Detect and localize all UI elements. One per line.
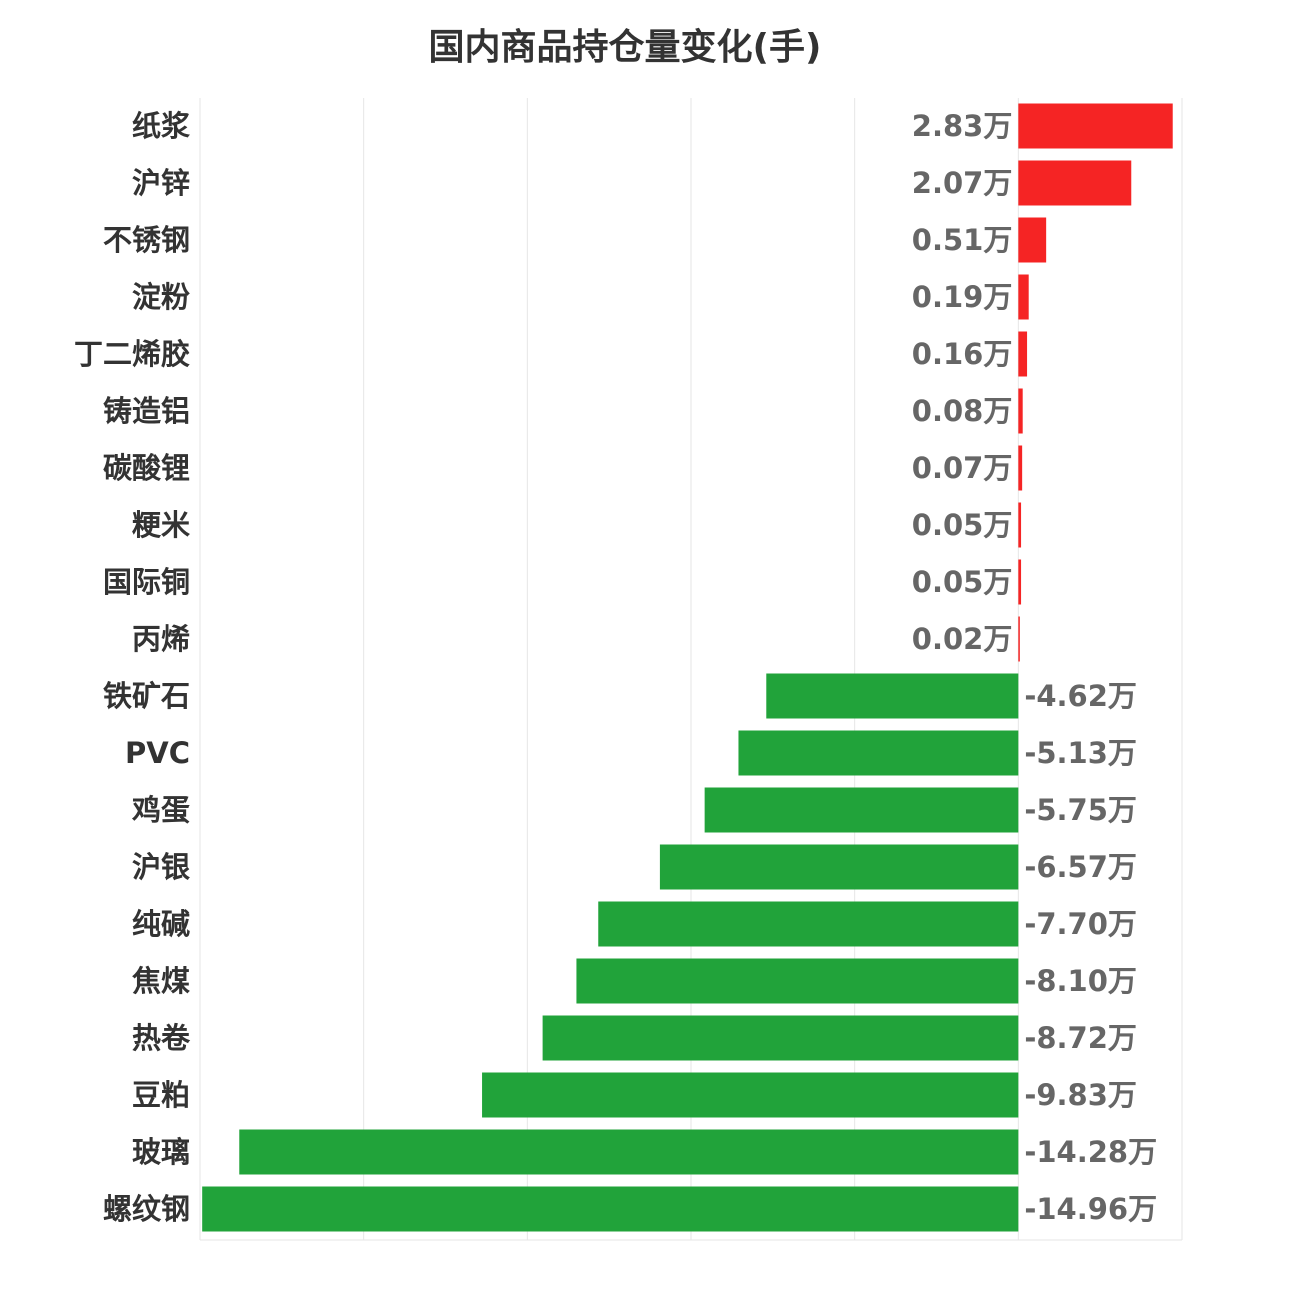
category-label: 碳酸锂 xyxy=(103,451,190,485)
category-label: 铁矿石 xyxy=(103,679,190,713)
data-label: -6.57万 xyxy=(1024,850,1137,884)
bar xyxy=(1018,616,1020,662)
data-label: 0.07万 xyxy=(912,451,1013,485)
bar xyxy=(542,1015,1019,1061)
data-label: -8.72万 xyxy=(1024,1021,1137,1055)
category-label: 不锈钢 xyxy=(103,223,190,257)
category-label: 淀粉 xyxy=(132,280,190,314)
data-label: 0.19万 xyxy=(912,280,1013,314)
category-label: 沪银 xyxy=(132,850,190,884)
data-label: -9.83万 xyxy=(1024,1078,1137,1112)
data-label: -14.96万 xyxy=(1024,1192,1157,1226)
category-label: 螺纹钢 xyxy=(103,1192,190,1226)
bar xyxy=(1018,388,1023,434)
data-label: 2.83万 xyxy=(912,109,1013,143)
data-label: 0.02万 xyxy=(912,622,1013,656)
data-label: -4.62万 xyxy=(1024,679,1137,713)
category-label: 玻璃 xyxy=(132,1135,190,1169)
bar xyxy=(598,901,1019,947)
bar xyxy=(239,1129,1019,1175)
chart-title: 国内商品持仓量变化(手) xyxy=(428,27,822,68)
category-label: 沪锌 xyxy=(132,166,190,200)
data-label: -8.10万 xyxy=(1024,964,1137,998)
bar xyxy=(766,673,1019,719)
category-label: 焦煤 xyxy=(132,964,190,998)
bar xyxy=(659,844,1019,890)
data-label: -7.70万 xyxy=(1024,907,1137,941)
category-label: 丙烯 xyxy=(132,622,190,656)
bar xyxy=(1018,559,1022,605)
category-label: 纯碱 xyxy=(132,907,190,941)
data-label: -5.75万 xyxy=(1024,793,1137,827)
category-label: 国际铜 xyxy=(103,565,190,599)
data-label: -14.28万 xyxy=(1024,1135,1157,1169)
data-label: 0.16万 xyxy=(912,337,1013,371)
category-label: 铸造铝 xyxy=(103,394,190,428)
category-label: 丁二烯胶 xyxy=(74,337,190,371)
data-label: 0.05万 xyxy=(912,508,1013,542)
category-label: 粳米 xyxy=(132,508,190,542)
category-label: PVC xyxy=(125,736,190,770)
bar xyxy=(576,958,1019,1004)
bar xyxy=(482,1072,1019,1118)
category-label: 热卷 xyxy=(132,1021,191,1055)
category-label: 豆粕 xyxy=(132,1078,190,1112)
bar xyxy=(1018,103,1173,149)
category-label: 纸浆 xyxy=(132,109,191,143)
bar xyxy=(1018,217,1047,263)
category-label: 鸡蛋 xyxy=(132,793,190,827)
bar xyxy=(1018,445,1023,491)
data-label: 2.07万 xyxy=(912,166,1013,200)
bar xyxy=(738,730,1019,776)
bar xyxy=(1018,160,1132,206)
data-label: 0.51万 xyxy=(912,223,1013,257)
data-label: -5.13万 xyxy=(1024,736,1137,770)
bar xyxy=(704,787,1019,833)
bar xyxy=(1018,502,1022,548)
data-label: 0.08万 xyxy=(912,394,1013,428)
data-label: 0.05万 xyxy=(912,565,1013,599)
bar xyxy=(1018,274,1029,320)
bar xyxy=(1018,331,1028,377)
bar xyxy=(202,1186,1019,1232)
